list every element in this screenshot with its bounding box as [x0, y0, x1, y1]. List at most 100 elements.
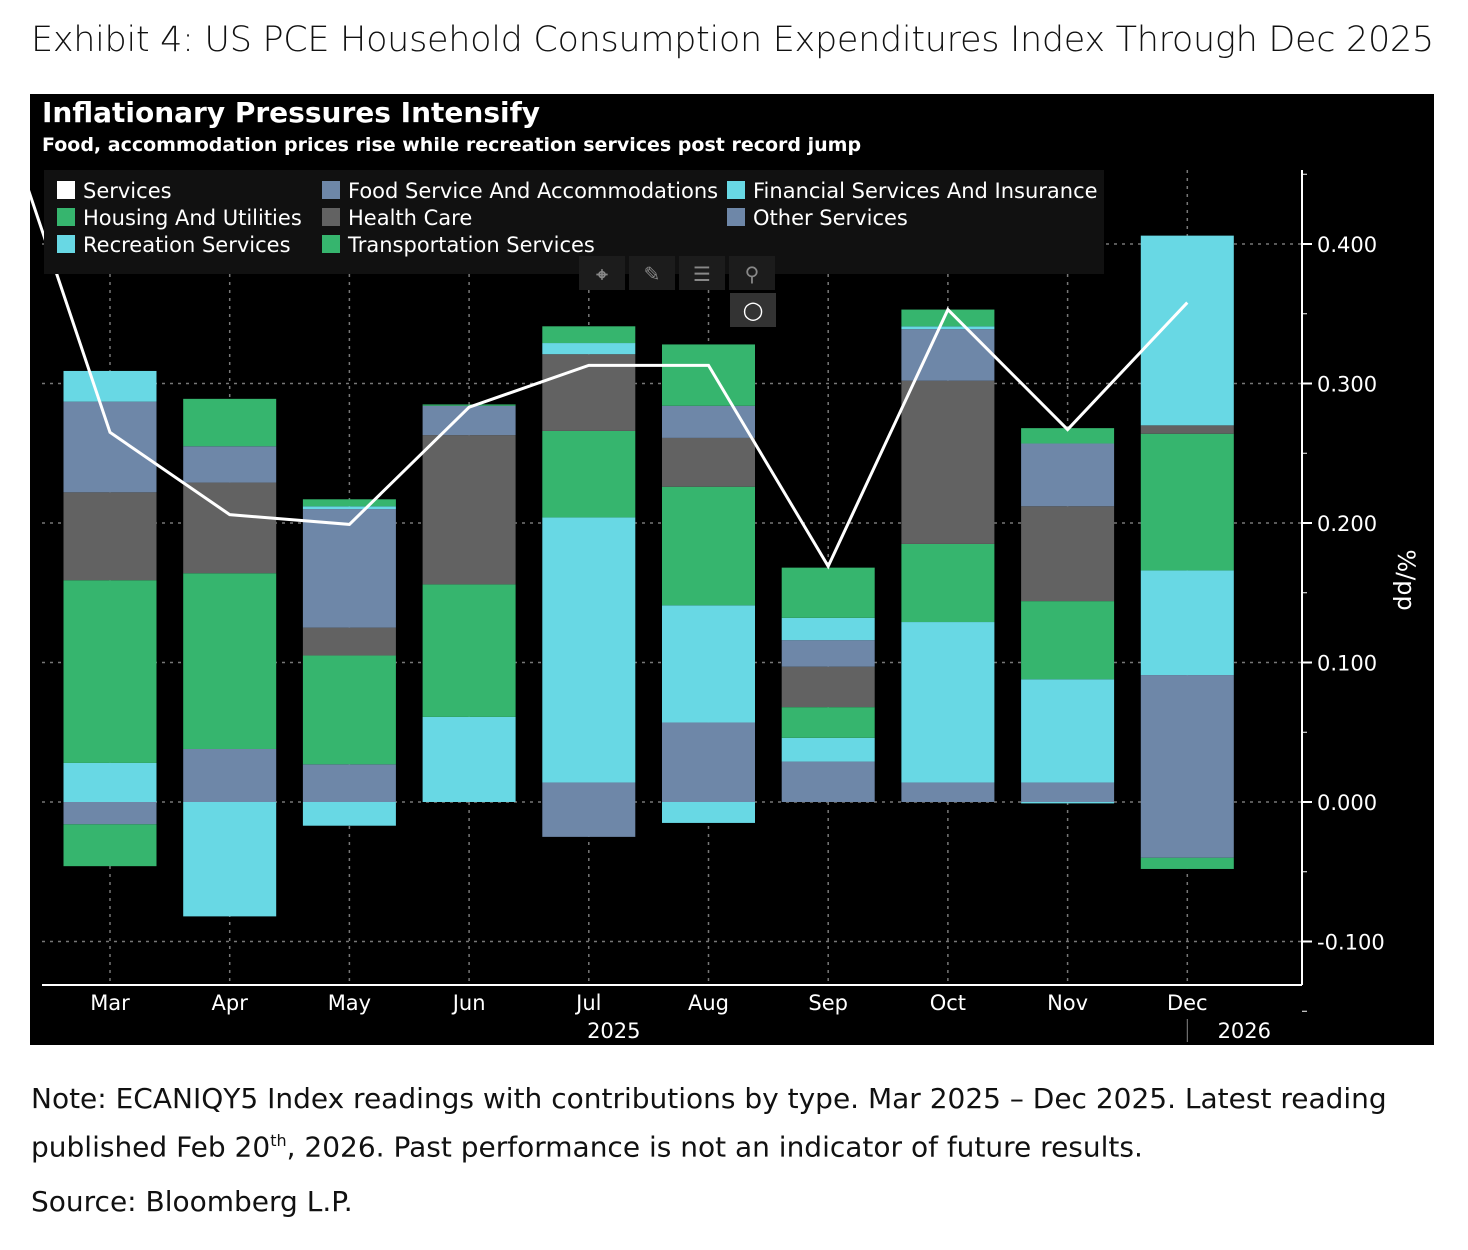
bar-segment-health-care: [781, 666, 875, 708]
bar-segment-health-care: [422, 435, 516, 585]
bar-segment-transportation-services: [1140, 433, 1234, 571]
x-tick-label: Nov: [1047, 991, 1088, 1015]
legend-swatch: [322, 181, 340, 199]
legend-swatch: [57, 181, 75, 199]
list-button[interactable]: [679, 256, 725, 290]
year-label: 2025: [587, 1019, 640, 1043]
note-text-2: , 2026. Past performance is not an indic…: [286, 1130, 1143, 1164]
legend-swatch: [322, 235, 340, 253]
circle-button[interactable]: [730, 293, 776, 327]
bar-segment-food-service-and-accommodations: [662, 405, 755, 438]
bar-segment-health-care: [542, 354, 636, 431]
year-label: 2026: [1218, 1019, 1271, 1043]
x-tick-label: Sep: [808, 991, 848, 1015]
bar-segment-transportation-services: [63, 580, 157, 763]
bar-segment-recreation-services: [1140, 235, 1234, 426]
bar-segment-transportation-services: [422, 584, 516, 717]
bar-segment-health-care: [183, 482, 277, 574]
bar-segment-transportation-services: [901, 543, 995, 623]
legend-swatch: [727, 181, 745, 199]
bar-segment-housing-and-utilities: [542, 326, 636, 344]
note-text: Note: ECANIQY5 Index readings with contr…: [31, 1082, 1387, 1164]
y-tick-label: 0.200: [1317, 512, 1377, 536]
zoom-button[interactable]: [729, 256, 775, 290]
pen-button[interactable]: [629, 256, 675, 290]
bar-segment-other-services: [901, 782, 995, 802]
chart-toolbar: ⌖ ✎ ☰ ⚲ ○: [579, 256, 776, 327]
x-tick-label: Jun: [451, 991, 486, 1015]
y-axis-label: %/pp: [1392, 549, 1420, 610]
chart-title: Inflationary Pressures Intensify: [42, 96, 540, 129]
bar-segment-food-service-and-accommodations: [1140, 802, 1234, 858]
bar-segment-transportation-services: [662, 486, 755, 606]
bar-segment-food-service-and-accommodations: [1021, 443, 1115, 507]
bar-segment-other-services: [1140, 675, 1234, 802]
legend-item: Transportation Services: [347, 233, 595, 257]
x-tick-label: Jul: [574, 991, 601, 1015]
bar-segment-housing-and-utilities: [422, 404, 516, 406]
bar-segment-food-service-and-accommodations: [542, 802, 636, 837]
x-tick-label: Mar: [90, 991, 130, 1015]
bar-segment-transportation-services: [542, 430, 636, 518]
chart-panel: Inflationary Pressures Intensify Food, a…: [30, 94, 1434, 1045]
y-tick-label: -0.100: [1317, 931, 1385, 955]
bar-segment-other-services: [1021, 782, 1115, 802]
legend-item: Recreation Services: [83, 233, 291, 257]
bar-segment-transportation-services: [302, 655, 396, 765]
legend-item: Health Care: [348, 206, 472, 230]
bar-segment-financial-services-and-insurance: [422, 716, 516, 802]
bar-segment-financial-services-and-insurance: [542, 517, 636, 783]
bar-segment-financial-services-and-insurance: [302, 802, 396, 826]
bar-segment-housing-and-utilities: [63, 824, 157, 867]
bar-segment-other-services: [781, 761, 875, 802]
bar-segment-recreation-services: [781, 617, 875, 641]
services-line: [30, 189, 1189, 570]
bar-segment-recreation-services: [542, 343, 636, 355]
bar-segment-housing-and-utilities: [781, 567, 875, 618]
bar-segment-financial-services-and-insurance: [1021, 679, 1115, 783]
y-tick-label: 0.300: [1317, 373, 1377, 397]
x-tick-label: Apr: [212, 991, 249, 1015]
bar-segment-housing-and-utilities: [1021, 428, 1115, 444]
bar-segment-food-service-and-accommodations: [302, 509, 396, 628]
bar-segment-housing-and-utilities: [1140, 857, 1234, 869]
legend-swatch: [322, 208, 340, 226]
bar-segment-health-care: [1140, 425, 1234, 434]
y-tick-label: 0.100: [1317, 652, 1377, 676]
bar-segment-food-service-and-accommodations: [422, 405, 516, 436]
x-tick-label: Dec: [1167, 991, 1208, 1015]
note-sup: th: [270, 1131, 287, 1150]
y-tick-label: 0.400: [1317, 233, 1377, 257]
bar-segment-financial-services-and-insurance: [781, 737, 875, 762]
legend-item: Other Services: [753, 206, 908, 230]
bar-segment-recreation-services: [901, 326, 995, 330]
bar-segment-financial-services-and-insurance: [901, 622, 995, 783]
bar-segment-housing-and-utilities: [901, 309, 995, 327]
bar-segment-food-service-and-accommodations: [781, 640, 875, 667]
bar-segment-other-services: [542, 782, 636, 802]
exhibit-title: Exhibit 4: US PCE Household Consumption …: [31, 20, 1434, 60]
crosshair-button[interactable]: [579, 256, 625, 290]
legend-item: Food Service And Accommodations: [348, 179, 718, 203]
stacked-bar-chart: Inflationary Pressures Intensify Food, a…: [30, 96, 1420, 1043]
bar-segment-housing-and-utilities: [302, 499, 396, 507]
legend-box: [44, 170, 1104, 274]
bar-segment-housing-and-utilities: [662, 344, 755, 406]
bar-segment-recreation-services: [183, 802, 277, 917]
bar-segment-other-services: [302, 764, 396, 802]
legend-swatch: [727, 208, 745, 226]
x-tick-label: May: [328, 991, 371, 1015]
pen-icon: ✎: [644, 262, 661, 286]
x-tick-label: Aug: [688, 991, 729, 1015]
bar-segment-health-care: [302, 627, 396, 656]
bar-segment-food-service-and-accommodations: [63, 401, 157, 493]
source-text: Source: Bloomberg L.P.: [31, 1185, 353, 1218]
zoom-icon: ⚲: [745, 262, 760, 286]
crosshair-icon: ⌖: [595, 262, 608, 286]
bar-segment-recreation-services: [662, 802, 755, 823]
x-tick-label: Oct: [930, 991, 966, 1015]
legend-item: Services: [83, 179, 172, 203]
legend-item: Financial Services And Insurance: [753, 179, 1098, 203]
bar-segment-other-services: [183, 748, 277, 802]
bar-segment-recreation-services: [63, 370, 157, 402]
